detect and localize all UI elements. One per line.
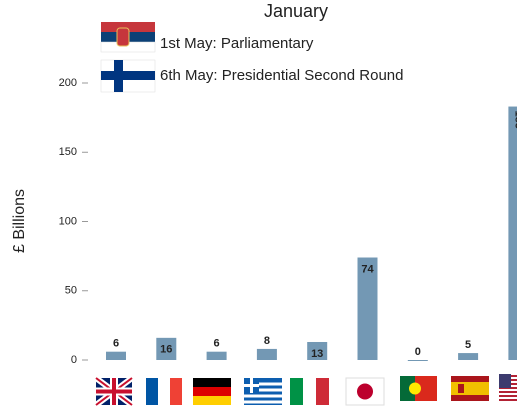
japan-flag xyxy=(345,377,385,406)
annotation: 1st May: Parliamentary xyxy=(160,35,314,52)
x-flags xyxy=(94,374,517,406)
data-label: 0 xyxy=(415,346,421,358)
bar xyxy=(106,351,126,360)
france-flag xyxy=(146,378,182,405)
annotation: 6th May: Presidential Second Round xyxy=(160,67,403,84)
data-label: 183 xyxy=(512,111,517,129)
data-label: 16 xyxy=(160,344,172,356)
bar xyxy=(458,353,479,360)
data-label: 6 xyxy=(113,338,119,350)
uk-flag xyxy=(94,375,134,406)
chart-title: January xyxy=(264,1,328,21)
usa-flag xyxy=(499,374,517,404)
bar xyxy=(407,360,428,361)
data-label: 74 xyxy=(361,263,374,275)
germany-flag xyxy=(193,378,231,405)
bar xyxy=(508,106,517,360)
y-tick-label: 150 xyxy=(59,146,77,158)
bar xyxy=(357,257,378,360)
bar xyxy=(156,337,177,360)
portugal-flag xyxy=(400,376,437,401)
spain-flag xyxy=(451,376,489,401)
serbia-flag xyxy=(100,22,156,53)
y-tick-label: 0 xyxy=(71,354,77,366)
data-label: 5 xyxy=(465,339,471,351)
data-label: 8 xyxy=(264,335,270,347)
y-axis-label: £ Billions xyxy=(11,189,28,253)
data-label: 13 xyxy=(311,348,323,360)
bar xyxy=(307,341,328,360)
bar xyxy=(206,351,227,360)
italy-flag xyxy=(290,378,329,405)
greece-flag xyxy=(244,378,282,405)
data-label: 6 xyxy=(214,338,220,350)
y-tick-label: 50 xyxy=(65,285,77,297)
y-tick-label: 100 xyxy=(59,215,77,227)
y-tick-label: 200 xyxy=(59,77,77,89)
finland-flag xyxy=(100,59,156,93)
bar xyxy=(256,348,277,360)
